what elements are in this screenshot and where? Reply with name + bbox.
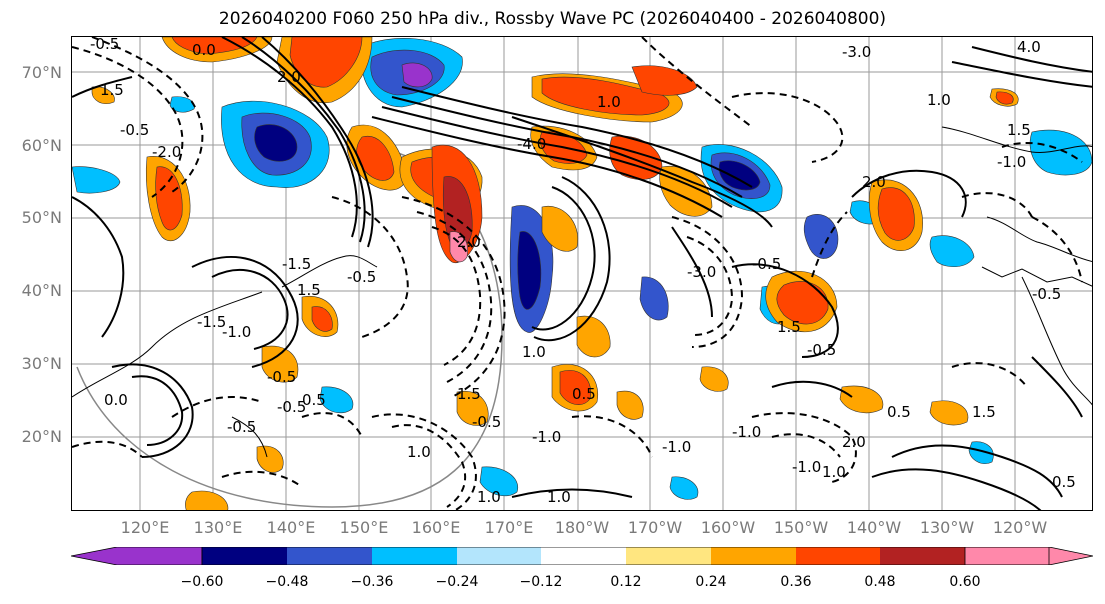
colorbar-tick-label: −0.48 [265,574,309,590]
contour-label: -3.0 [842,43,871,61]
contour-label: -1.5 [197,313,226,331]
contour-label: -1.0 [732,423,761,441]
contour-label: 0.5 [572,385,596,403]
contour-label: -0.5 [472,413,501,431]
colorbar-swatch [71,547,203,565]
colorbar-swatch [964,547,1093,565]
map-gridlines [72,37,1092,510]
colorbar-swatch [372,547,457,565]
colorbar-swatch [880,547,965,565]
contour-label: 1.5 [777,318,801,336]
contour-label: -0.5 [807,341,836,359]
contour-label: 2.0 [842,433,866,451]
contour-label: -0.5 [1032,285,1061,303]
colorbar-swatch [796,547,880,565]
contour-label: 2.0 [457,233,481,251]
contour-label: 0.0 [192,41,216,59]
colorbar-tick-label: 0.24 [695,574,727,590]
contour-label: 1.5 [100,81,124,99]
contour-label: 2.0 [862,173,886,191]
chart-title: 2026040200 F060 250 hPa div., Rossby Wav… [218,9,887,29]
colorbar-tick-label: −0.36 [350,574,394,590]
contour-label: -0.5 [277,398,306,416]
contour-label: 1.0 [407,443,431,461]
colorbar-tick-label: 0.48 [864,574,896,590]
contour-label: 1.5 [457,385,481,403]
lon-label-120e: 120°E [120,518,170,537]
lat-label-70n: 70°N [21,63,62,82]
contour-label: 1.5 [1007,121,1031,139]
colorbar-tick-label: −0.60 [180,574,224,590]
contour-label: -1.0 [997,153,1026,171]
lon-label-130w: 130°W [919,518,975,537]
lat-label-50n: 50°N [21,208,62,227]
lon-label-140e: 140°E [266,518,316,537]
colorbar-swatch [626,547,711,565]
lon-label-170e: 170°E [484,518,534,537]
contour-label: -0.5 [347,268,376,286]
lon-label-160e: 160°E [411,518,461,537]
contour-label: 2.0 [277,68,301,86]
colorbar-swatch [541,547,626,565]
contour-label: -2.0 [152,143,181,161]
contour-label: -1.0 [532,428,561,446]
contour-label: 1.5 [972,403,996,421]
contour-label: 1.0 [927,91,951,109]
contour-label: -0.5 [752,255,781,273]
colorbar-tick-label: −0.12 [519,574,563,590]
contour-label: 0.5 [302,391,326,409]
contour-label: 1.0 [597,93,621,111]
colorbar-tick-label: 0.60 [949,574,981,590]
contour-label: 4.0 [1017,38,1041,56]
colorbar-swatch [287,547,372,565]
contour-label: 0.5 [1052,473,1076,491]
lon-label-160w: 160°W [700,518,756,537]
contour-label: 1.5 [297,281,321,299]
lat-label-40n: 40°N [21,281,62,300]
contour-label: 1.0 [547,488,571,506]
colorbar-swatch [202,547,287,565]
contour-lines-dashed [72,37,1083,510]
lon-label-140w: 140°W [846,518,902,537]
contour-label: -1.0 [662,438,691,456]
lat-label-60n: 60°N [21,136,62,155]
lon-label-180w: 180°W [554,518,610,537]
colorbar-tick-label: 0.36 [780,574,812,590]
contour-label: -0.5 [267,368,296,386]
contour-label-group: -0.5 1.5 0.0 2.0 -0.5 -2.0 1.0 -4.0 -3.0… [90,37,1076,506]
colorbar-tick-label: −0.24 [435,574,479,590]
colorbar-tick-label: 0.12 [610,574,642,590]
contour-label: -1.5 [282,255,311,273]
contour-label: -1.0 [222,323,251,341]
colorbar-swatch [457,547,541,565]
lon-label-120w: 120°W [992,518,1048,537]
divergence-map: -0.5 1.5 0.0 2.0 -0.5 -2.0 1.0 -4.0 -3.0… [72,37,1092,510]
lon-label-150e: 150°E [339,518,389,537]
contour-label: 0.5 [887,403,911,421]
coastlines [72,126,1092,458]
contour-lines [72,37,1092,510]
contour-label: -4.0 [517,135,546,153]
lat-label-30n: 30°N [21,354,62,373]
lat-label-20n: 20°N [21,427,62,446]
lon-label-170w: 170°W [627,518,683,537]
colorbar-swatch [711,547,796,565]
contour-label: -0.5 [120,121,149,139]
map-panel: -0.5 1.5 0.0 2.0 -0.5 -2.0 1.0 -4.0 -3.0… [71,36,1093,511]
colorbar [71,547,1093,565]
contour-label: -1.0 [792,458,821,476]
contour-label: -0.5 [90,37,119,53]
contour-label: 1.0 [822,463,846,481]
contour-label: 1.0 [522,343,546,361]
contour-label: 1.0 [477,488,501,506]
lon-label-130e: 130°E [193,518,243,537]
contour-label: -0.5 [227,418,256,436]
lon-label-150w: 150°W [773,518,829,537]
contour-label: 0.0 [104,391,128,409]
contour-label: -3.0 [687,263,716,281]
